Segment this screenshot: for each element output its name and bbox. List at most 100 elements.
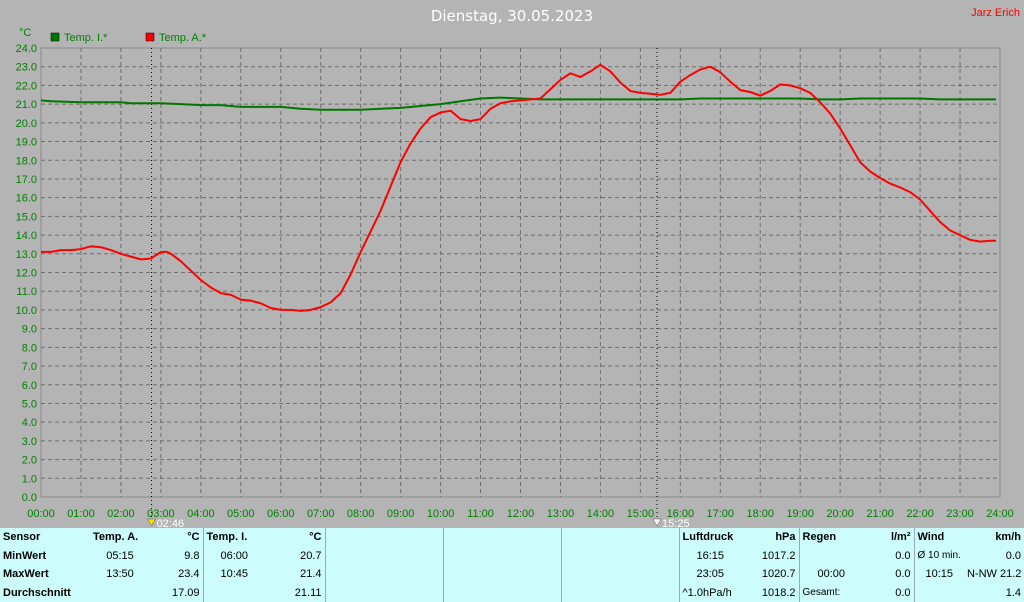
- y-tick-label: 8.0: [22, 342, 37, 354]
- temp-a-min-time: 05:15: [106, 549, 134, 562]
- legend-swatch: [145, 32, 155, 42]
- temp-a-min-value: 9.8: [150, 546, 204, 565]
- y-tick-label: 14.0: [16, 230, 37, 242]
- y-tick-label: 1.0: [22, 473, 37, 485]
- y-tick-label: 2.0: [22, 455, 37, 467]
- sunrise-icon: [147, 518, 156, 527]
- legend-label: Temp. A.*: [159, 32, 207, 44]
- pressure-current-value: 1018.2: [741, 583, 800, 602]
- y-tick-label: 23.0: [16, 62, 37, 74]
- temp-a-header: Temp. A.: [93, 531, 139, 544]
- temp-i-avg-value: 21.11: [265, 583, 326, 602]
- x-tick-label: 07:00: [307, 508, 335, 520]
- y-tick-label: 4.0: [22, 417, 37, 429]
- x-tick-label: 23:00: [946, 508, 974, 520]
- sensor-label: Sensor: [3, 531, 41, 544]
- wind-header: Wind: [917, 531, 945, 544]
- stats-max-row: MaxWert 13:50 23.4 10:45 21.4 23:05 1020…: [0, 565, 1024, 584]
- y-tick-label: 17.0: [16, 174, 37, 186]
- y-axis-unit: °C: [19, 27, 31, 39]
- x-tick-label: 03:00: [147, 508, 175, 520]
- y-tick-label: 24.0: [16, 43, 37, 55]
- y-tick-label: 0.0: [22, 492, 37, 504]
- rain-max-time: 00:00: [817, 568, 846, 581]
- y-tick-label: 10.0: [16, 305, 37, 317]
- pressure-trend: ^1.0hPa/h: [682, 586, 732, 599]
- wind-max-time: 10:15: [925, 568, 954, 581]
- y-tick-label: 13.0: [16, 249, 37, 261]
- x-tick-label: 20:00: [826, 508, 854, 520]
- wind-last-value: 1.4: [1005, 586, 1021, 599]
- x-tick-label: 14:00: [587, 508, 615, 520]
- legend-swatch: [50, 32, 60, 42]
- y-tick-label: 16.0: [16, 193, 37, 205]
- x-tick-label: 17:00: [707, 508, 735, 520]
- avg-label: Durchschnitt: [3, 586, 71, 599]
- series-line: [41, 63, 996, 312]
- temperature-chart: 0.0 1.0 2.0 3.0 4.0 5.0 6.0 7.0 8.0 9.0 10.0 11.0 12…: [0, 0, 1024, 528]
- rain-total-label: Gesamt:: [802, 586, 841, 598]
- sunset-icon: [652, 518, 662, 527]
- y-tick-label: 15.0: [16, 211, 37, 223]
- x-tick-label: 02:00: [107, 508, 135, 520]
- wind-max-value: N-NW 21.2: [967, 568, 1022, 581]
- y-tick-label: 12.0: [16, 268, 37, 280]
- series-line: [40, 96, 996, 111]
- x-tick-label: 05:00: [227, 508, 255, 520]
- y-tick-label: 11.0: [16, 286, 37, 298]
- stats-min-row: MinWert 05:15 9.8 06:00 20.7 16:15 1017.…: [0, 546, 1024, 565]
- pressure-min-time: 16:15: [696, 549, 725, 562]
- max-label: MaxWert: [3, 568, 49, 581]
- y-tick-label: 9.0: [22, 324, 37, 336]
- temp-a-max-time: 13:50: [106, 568, 134, 581]
- x-tick-label: 09:00: [387, 508, 415, 520]
- y-tick-label: 22.0: [16, 80, 37, 92]
- x-tick-label: 16:00: [667, 508, 695, 520]
- x-tick-label: 01:00: [67, 508, 95, 520]
- pressure-max-value: 1020.7: [741, 565, 800, 584]
- chart-title: Dienstag, 30.05.2023: [431, 7, 593, 25]
- statistics-table: Sensor Temp. A. °C Temp. I. °C Luftdruck…: [0, 528, 1024, 602]
- chart-background: [0, 0, 1024, 528]
- x-tick-label: 08:00: [347, 508, 375, 520]
- x-tick-label: 15:00: [627, 508, 655, 520]
- rain-max-value: 0.0: [863, 565, 915, 584]
- x-tick-label: 22:00: [906, 508, 934, 520]
- stats-avg-row: Durchschnitt 17.09 21.11 ^1.0hPa/h 1018.…: [0, 583, 1024, 602]
- sunset-time-label: 15:25: [662, 518, 690, 528]
- sunrise-time-label: 02:46: [157, 518, 185, 528]
- y-tick-label: 7.0: [22, 361, 37, 373]
- x-tick-label: 00:00: [27, 508, 55, 520]
- y-tick-label: 20.0: [16, 118, 37, 130]
- pressure-min-value: 1017.2: [741, 546, 800, 565]
- x-tick-label: 13:00: [547, 508, 575, 520]
- pressure-max-time: 23:05: [696, 568, 725, 581]
- temp-i-header: Temp. I.: [206, 531, 248, 544]
- x-tick-label: 04:00: [187, 508, 215, 520]
- wind-unit: km/h: [995, 531, 1021, 544]
- temp-a-unit: °C: [150, 528, 204, 547]
- y-tick-label: 19.0: [16, 137, 37, 149]
- x-tick-label: 11:00: [467, 508, 494, 520]
- temp-i-unit: °C: [265, 528, 326, 547]
- y-tick-label: 5.0: [22, 398, 37, 410]
- y-tick-label: 3.0: [22, 436, 37, 448]
- rain-unit: l/m²: [863, 528, 915, 547]
- pressure-unit: hPa: [741, 528, 800, 547]
- wind-avg-value: 0.0: [1005, 549, 1021, 562]
- y-tick-label: 18.0: [16, 155, 37, 167]
- temp-a-max-value: 23.4: [150, 565, 204, 584]
- y-tick-label: 21.0: [16, 99, 37, 111]
- x-tick-label: 19:00: [786, 508, 814, 520]
- legend-label: Temp. I.*: [64, 32, 108, 44]
- author-label: Jarz Erich: [971, 7, 1020, 19]
- x-tick-label: 24:00: [986, 508, 1014, 520]
- x-tick-label: 18:00: [746, 508, 774, 520]
- x-tick-label: 10:00: [427, 508, 455, 520]
- rain-header: Regen: [802, 531, 837, 544]
- y-tick-label: 6.0: [22, 380, 37, 392]
- x-tick-label: 06:00: [267, 508, 295, 520]
- temp-i-min-time: 06:00: [220, 549, 249, 562]
- rain-total-value: 0.0: [863, 583, 915, 602]
- temp-a-avg-value: 17.09: [150, 583, 204, 602]
